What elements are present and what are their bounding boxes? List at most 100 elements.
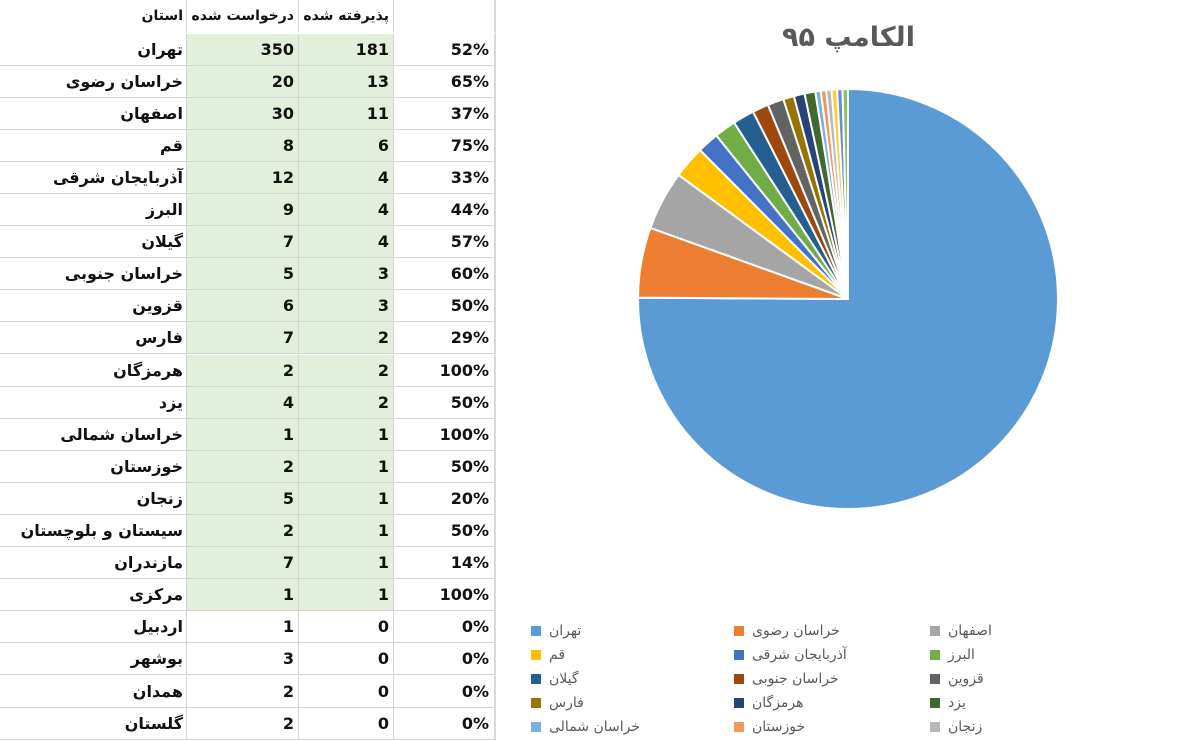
legend-swatch xyxy=(930,698,940,708)
province-cell[interactable]: گیلان xyxy=(0,226,187,259)
requested-cell[interactable]: 2 xyxy=(187,707,299,740)
percent-cell[interactable]: 20% xyxy=(394,482,495,515)
percent-cell[interactable]: 44% xyxy=(394,194,495,226)
accepted-cell[interactable]: 4 xyxy=(299,161,394,194)
province-cell[interactable]: اصفهان xyxy=(0,97,187,130)
accepted-cell[interactable]: 1 xyxy=(299,515,394,547)
requested-cell[interactable]: 4 xyxy=(187,386,299,419)
percent-cell[interactable]: 65% xyxy=(394,65,495,98)
accepted-cell[interactable]: 3 xyxy=(299,290,394,323)
accepted-cell[interactable]: 1 xyxy=(299,450,394,483)
percent-cell[interactable]: 50% xyxy=(394,450,495,483)
requested-cell[interactable]: 1 xyxy=(187,579,299,612)
province-cell[interactable]: قزوین xyxy=(0,290,187,323)
accepted-cell[interactable]: 0 xyxy=(299,675,394,708)
requested-cell[interactable]: 1 xyxy=(187,418,299,451)
province-cell[interactable]: همدان xyxy=(0,675,187,708)
percent-cell[interactable]: 100% xyxy=(394,579,495,612)
province-cell[interactable]: مازندران xyxy=(0,547,187,580)
percent-cell[interactable]: 100% xyxy=(394,418,495,451)
percent-cell[interactable]: 0% xyxy=(394,643,495,676)
percent-cell[interactable]: 75% xyxy=(394,129,495,162)
requested-cell[interactable]: 1 xyxy=(187,611,299,644)
percent-cell[interactable]: 29% xyxy=(394,322,495,355)
accepted-cell[interactable]: 4 xyxy=(299,226,394,259)
header-province[interactable]: استان xyxy=(0,0,187,32)
province-cell[interactable]: بوشهر xyxy=(0,643,187,676)
accepted-cell[interactable]: 13 xyxy=(299,65,394,98)
requested-cell[interactable]: 2 xyxy=(187,515,299,547)
province-cell[interactable]: قم xyxy=(0,129,187,162)
province-cell[interactable]: البرز xyxy=(0,194,187,226)
accepted-cell[interactable]: 1 xyxy=(299,547,394,580)
legend-swatch xyxy=(531,650,541,660)
province-cell[interactable]: گلستان xyxy=(0,707,187,740)
percent-cell[interactable]: 50% xyxy=(394,386,495,419)
accepted-cell[interactable]: 3 xyxy=(299,258,394,291)
accepted-cell[interactable]: 1 xyxy=(299,579,394,612)
percent-cell[interactable]: 0% xyxy=(394,707,495,740)
province-cell[interactable]: یزد xyxy=(0,386,187,419)
legend-label: خراسان جنوبی xyxy=(752,671,839,687)
province-cell[interactable]: زنجان xyxy=(0,482,187,515)
accepted-cell[interactable]: 2 xyxy=(299,322,394,355)
requested-cell[interactable]: 2 xyxy=(187,675,299,708)
requested-cell[interactable]: 350 xyxy=(187,33,299,66)
requested-cell[interactable]: 8 xyxy=(187,129,299,162)
accepted-cell[interactable]: 6 xyxy=(299,129,394,162)
accepted-cell[interactable]: 181 xyxy=(299,33,394,66)
accepted-cell[interactable]: 0 xyxy=(299,643,394,676)
province-cell[interactable]: فارس xyxy=(0,322,187,355)
province-cell[interactable]: اردبیل xyxy=(0,611,187,644)
requested-cell[interactable]: 12 xyxy=(187,161,299,194)
percent-cell[interactable]: 50% xyxy=(394,290,495,323)
percent-cell[interactable]: 0% xyxy=(394,611,495,644)
requested-cell[interactable]: 7 xyxy=(187,547,299,580)
pie-chart-panel[interactable]: الکامپ ۹۵ تهران خراسان رضوی اصفهان قم آذربای… xyxy=(495,0,1200,741)
province-cell[interactable]: خوزستان xyxy=(0,450,187,483)
requested-cell[interactable]: 6 xyxy=(187,290,299,323)
requested-cell[interactable]: 9 xyxy=(187,194,299,226)
province-cell[interactable]: تهران xyxy=(0,33,187,66)
header-percent[interactable] xyxy=(394,0,495,32)
requested-cell[interactable]: 3 xyxy=(187,643,299,676)
requested-cell[interactable]: 2 xyxy=(187,354,299,387)
requested-cell[interactable]: 7 xyxy=(187,322,299,355)
province-cell[interactable]: خراسان شمالی xyxy=(0,418,187,451)
accepted-cell[interactable]: 1 xyxy=(299,418,394,451)
accepted-cell[interactable]: 0 xyxy=(299,611,394,644)
requested-cell[interactable]: 2 xyxy=(187,450,299,483)
pie-slice[interactable] xyxy=(636,87,1059,510)
accepted-cell[interactable]: 2 xyxy=(299,354,394,387)
percent-cell[interactable]: 57% xyxy=(394,226,495,259)
province-cell[interactable]: هرمزگان xyxy=(0,354,187,387)
requested-cell[interactable]: 7 xyxy=(187,226,299,259)
percent-cell[interactable]: 14% xyxy=(394,547,495,580)
accepted-cell[interactable]: 2 xyxy=(299,386,394,419)
percent-cell[interactable]: 52% xyxy=(394,33,495,66)
percent-cell[interactable]: 33% xyxy=(394,161,495,194)
percent-cell[interactable]: 60% xyxy=(394,258,495,291)
header-accepted[interactable]: پذیرفته شده xyxy=(299,0,394,32)
accepted-cell[interactable]: 4 xyxy=(299,194,394,226)
province-cell[interactable]: سیستان و بلوچستان xyxy=(0,515,187,547)
accepted-cell[interactable]: 0 xyxy=(299,707,394,740)
requested-cell[interactable]: 20 xyxy=(187,65,299,98)
accepted-cell[interactable]: 11 xyxy=(299,97,394,130)
requested-cell[interactable]: 5 xyxy=(187,482,299,515)
province-cell[interactable]: مرکزی xyxy=(0,579,187,612)
requested-cell[interactable]: 30 xyxy=(187,97,299,130)
province-cell[interactable]: خراسان رضوی xyxy=(0,65,187,98)
province-cell[interactable]: خراسان جنوبی xyxy=(0,258,187,291)
requested-cell[interactable]: 5 xyxy=(187,258,299,291)
table-row: خوزستان 2 1 50% xyxy=(0,450,495,483)
percent-cell[interactable]: 0% xyxy=(394,675,495,708)
accepted-cell[interactable]: 1 xyxy=(299,482,394,515)
percent-cell[interactable]: 37% xyxy=(394,97,495,130)
header-requested[interactable]: درخواست شده xyxy=(187,0,299,32)
table-row: سیستان و بلوچستان 2 1 50% xyxy=(0,515,495,547)
pie-slice[interactable] xyxy=(841,87,849,300)
percent-cell[interactable]: 100% xyxy=(394,354,495,387)
percent-cell[interactable]: 50% xyxy=(394,515,495,547)
province-cell[interactable]: آذربایجان شرقی xyxy=(0,161,187,194)
